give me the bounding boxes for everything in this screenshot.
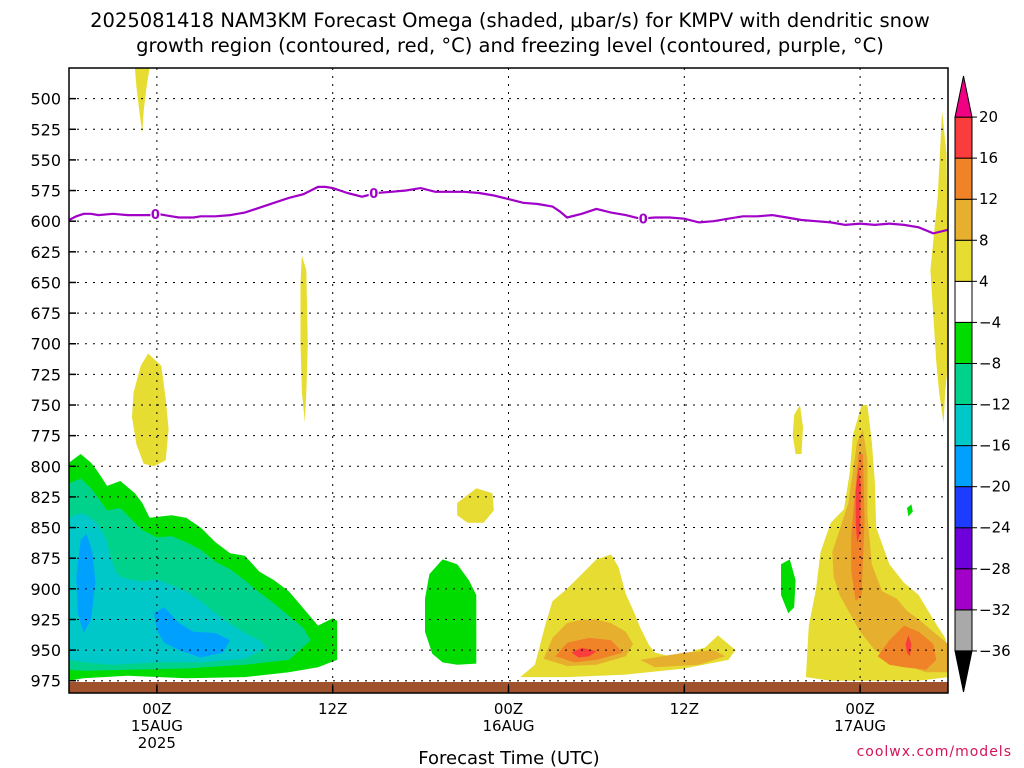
colorbar-swatch [954, 404, 973, 447]
omega-region-late-ascent-dot [907, 504, 913, 517]
y-tick-label: 925 [30, 610, 61, 629]
freezing-level-label: 0 [369, 187, 378, 202]
x-tick-label: 12Z [318, 700, 347, 718]
colorbar-swatch [954, 486, 973, 529]
x-tick-label: 2025 [138, 734, 176, 752]
omega-region-mid-ascent [425, 559, 477, 665]
colorbar-tick-label: 16 [979, 149, 998, 167]
omega-region-small-sink [457, 488, 494, 523]
colorbar-tick-label: −32 [979, 601, 1011, 619]
colorbar-tick-label: −4 [979, 313, 1001, 331]
colorbar-swatch [954, 157, 973, 200]
freezing-level-line [69, 185, 948, 235]
colorbar-tick-label: −20 [979, 478, 1011, 496]
omega-region-day3-sink-16b [905, 635, 912, 657]
colorbar-swatch [954, 568, 973, 611]
colorbar-swatch [954, 198, 973, 241]
colorbar-swatch [954, 116, 973, 159]
colorbar-tick-label: 12 [979, 190, 998, 208]
colorbar-tick-label: 8 [979, 231, 989, 249]
x-tick-label: 00Z [494, 700, 523, 718]
y-tick-label: 750 [30, 396, 61, 415]
omega-region-day3-sink [805, 405, 948, 681]
y-tick-label: 825 [30, 488, 61, 507]
colorbar-tick-label: −36 [979, 642, 1011, 660]
colorbar-tick-label: 4 [979, 272, 989, 290]
omega-region-early-ascent-core1 [76, 533, 96, 633]
x-tick-label: 00Z [845, 700, 874, 718]
colorbar-tick-label: −28 [979, 560, 1011, 578]
colorbar-swatch [954, 75, 973, 118]
chart-title-line1: 2025081418 NAM3KM Forecast Omega (shaded… [90, 9, 930, 32]
x-tick-label: 12Z [670, 700, 699, 718]
y-tick-label: 625 [30, 243, 61, 262]
freezing-level-contour: 0 0 0 [69, 185, 948, 235]
y-tick-label: 550 [30, 151, 61, 170]
y-tick-label: 850 [30, 519, 61, 538]
y-tick-label: 875 [30, 549, 61, 568]
omega-region-mid-sink [300, 255, 308, 423]
colorbar-tick-label: −16 [979, 437, 1011, 455]
colorbar-tick-label: 20 [979, 108, 998, 126]
x-tick-label: 15AUG [131, 717, 183, 735]
y-tick-label: 975 [30, 672, 61, 691]
colorbar-swatch [954, 280, 973, 323]
x-tick-label: 17AUG [834, 717, 886, 735]
y-tick-label: 650 [30, 273, 61, 292]
omega-region-small-sink-2 [792, 405, 803, 454]
colorbar-tick-label: −24 [979, 519, 1011, 537]
y-tick-label: 575 [30, 182, 61, 201]
omega-region-early-ascent-strong [69, 512, 267, 665]
y-tick-label: 900 [30, 580, 61, 599]
colorbar-swatch [954, 239, 973, 282]
colorbar-swatch [954, 609, 973, 652]
omega-shading [69, 68, 948, 681]
omega-region-day2-sink-tail8 [640, 650, 726, 668]
y-tick-label: 675 [30, 304, 61, 323]
y-tick-label: 525 [30, 120, 61, 139]
x-axis-label: Forecast Time (UTC) [418, 748, 599, 768]
y-tick-label: 800 [30, 457, 61, 476]
colorbar: −36 −32 −28 −24 −20 −16 −12 −8 −4 4 8 12 16 20 [954, 75, 1011, 693]
y-tick-label: 950 [30, 641, 61, 660]
y-tick-label: 725 [30, 365, 61, 384]
colorbar-swatch [954, 650, 973, 693]
omega-region-right-sink-column [930, 110, 948, 424]
y-tick-label: 600 [30, 212, 61, 231]
chart-title-line2: growth region (contoured, red, °C) and f… [136, 34, 884, 57]
y-tick-label: 700 [30, 335, 61, 354]
y-tick-label: 775 [30, 427, 61, 446]
colorbar-tick-label: −12 [979, 396, 1011, 414]
x-tick-label: 00Z [142, 700, 171, 718]
colorbar-swatch [954, 527, 973, 570]
colorbar-swatch [954, 321, 973, 364]
omega-region-day3-sink-16a [855, 466, 861, 543]
y-tick-label: 500 [30, 90, 61, 109]
freezing-level-label: 0 [151, 208, 160, 223]
omega-region-top-sink [134, 68, 150, 133]
omega-region-late-ascent [781, 559, 796, 614]
x-tick-label: 16AUG [483, 717, 535, 735]
pressure-axis: 500 525 550 575 600 625 650 675 700 725 750 775 800 8… [30, 90, 76, 691]
colorbar-tick-label: −8 [979, 354, 1001, 372]
grid-lines [69, 68, 948, 693]
colorbar-swatch [954, 445, 973, 488]
omega-region-left-sink [132, 353, 169, 467]
credit-text: coolwx.com/models [857, 744, 1012, 760]
freezing-level-label: 0 [639, 213, 648, 228]
colorbar-swatch [954, 362, 973, 406]
